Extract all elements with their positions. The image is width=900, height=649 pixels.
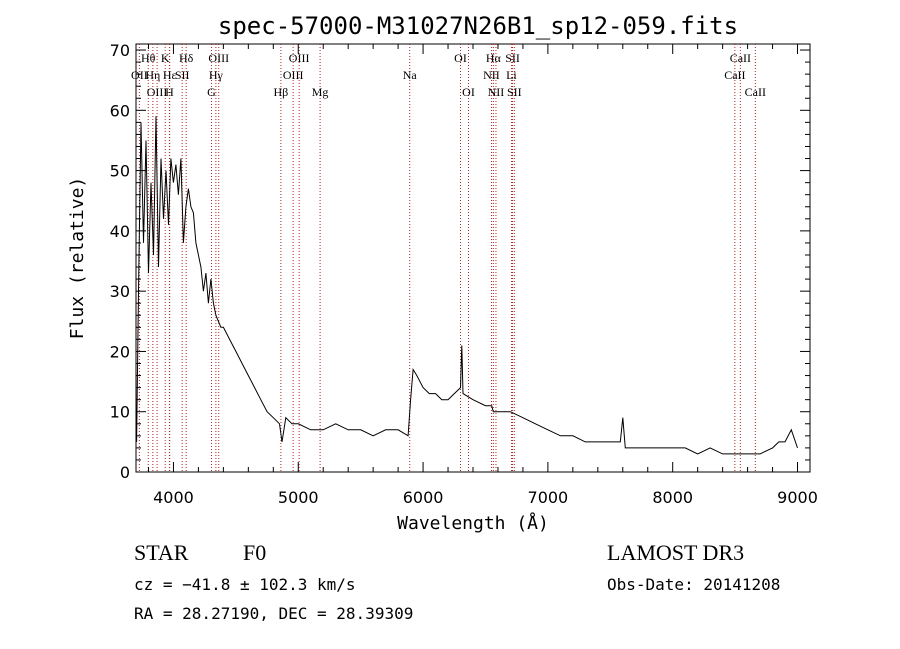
y-axis-label: Flux (relative) [67, 177, 88, 340]
x-tick-label: 4000 [153, 488, 194, 507]
plot-frame [135, 43, 811, 473]
emission-line-label: OIII [208, 51, 229, 65]
x-axis-label: Wavelength (Å) [397, 512, 549, 534]
y-tick-label: 0 [120, 463, 130, 482]
observation-date: Obs-Date: 20141208 [607, 575, 780, 594]
emission-line-label: Hβ [274, 85, 289, 99]
x-tick-label: 9000 [777, 488, 818, 507]
emission-line-label: CaII [745, 85, 766, 99]
emission-line-label: SII [507, 85, 522, 99]
emission-line-label: Hε [163, 68, 177, 82]
x-tick-label: 7000 [528, 488, 569, 507]
emission-line-label: G [207, 85, 216, 99]
emission-line-label: OIII [289, 51, 310, 65]
emission-line-label: NII [483, 68, 500, 82]
emission-line-label: Hδ [179, 51, 194, 65]
emission-line-label: H [165, 85, 174, 99]
emission-line-label: OI [462, 85, 475, 99]
emission-line-label: SII [505, 51, 520, 65]
y-tick-label: 20 [110, 342, 130, 361]
emission-line-label: OIII [147, 85, 168, 99]
emission-line-label: Na [403, 68, 418, 82]
emission-line-label: SII [175, 68, 190, 82]
sky-coordinates: RA = 28.27190, DEC = 28.39309 [134, 604, 413, 623]
object-class: STAR [134, 540, 189, 565]
x-tick-label: 8000 [652, 488, 693, 507]
redshift-cz: cz = −41.8 ± 102.3 km/s [134, 575, 356, 594]
spectrum-series-line [136, 116, 798, 455]
emission-line-label: Hα [486, 51, 502, 65]
emission-line-label: Mg [312, 85, 329, 99]
emission-line-label: OI [454, 51, 467, 65]
y-tick-label: 70 [110, 41, 130, 60]
x-tick-label: 5000 [278, 488, 319, 507]
emission-line-label: Hθ [141, 51, 156, 65]
emission-line-label: CaII [730, 51, 751, 65]
emission-line-label: OII [131, 68, 148, 82]
emission-line-label: Hγ [209, 68, 224, 82]
y-tick-label: 50 [110, 162, 130, 181]
survey-name: LAMOST DR3 [607, 540, 744, 565]
x-axis: 4000 5000 6000 7000 8000 9000 [147, 44, 818, 507]
chart-title: spec-57000-M31027N26B1_sp12-059.fits [218, 12, 738, 40]
x-tick-label: 6000 [403, 488, 444, 507]
y-tick-label: 60 [110, 101, 130, 120]
emission-line-markers [138, 44, 756, 472]
emission-line-label: Li [506, 68, 517, 82]
emission-line-label: OIII [283, 68, 304, 82]
object-subclass: F0 [243, 540, 266, 565]
emission-line-label: K [161, 51, 170, 65]
y-tick-label: 30 [110, 282, 130, 301]
y-axis: 0 10 20 30 40 50 60 70 [110, 41, 810, 482]
y-tick-label: 10 [110, 403, 130, 422]
emission-line-label: CaII [724, 68, 745, 82]
y-tick-label: 40 [110, 222, 130, 241]
emission-line-label: Hη [145, 68, 160, 82]
emission-line-label: NII [488, 85, 505, 99]
